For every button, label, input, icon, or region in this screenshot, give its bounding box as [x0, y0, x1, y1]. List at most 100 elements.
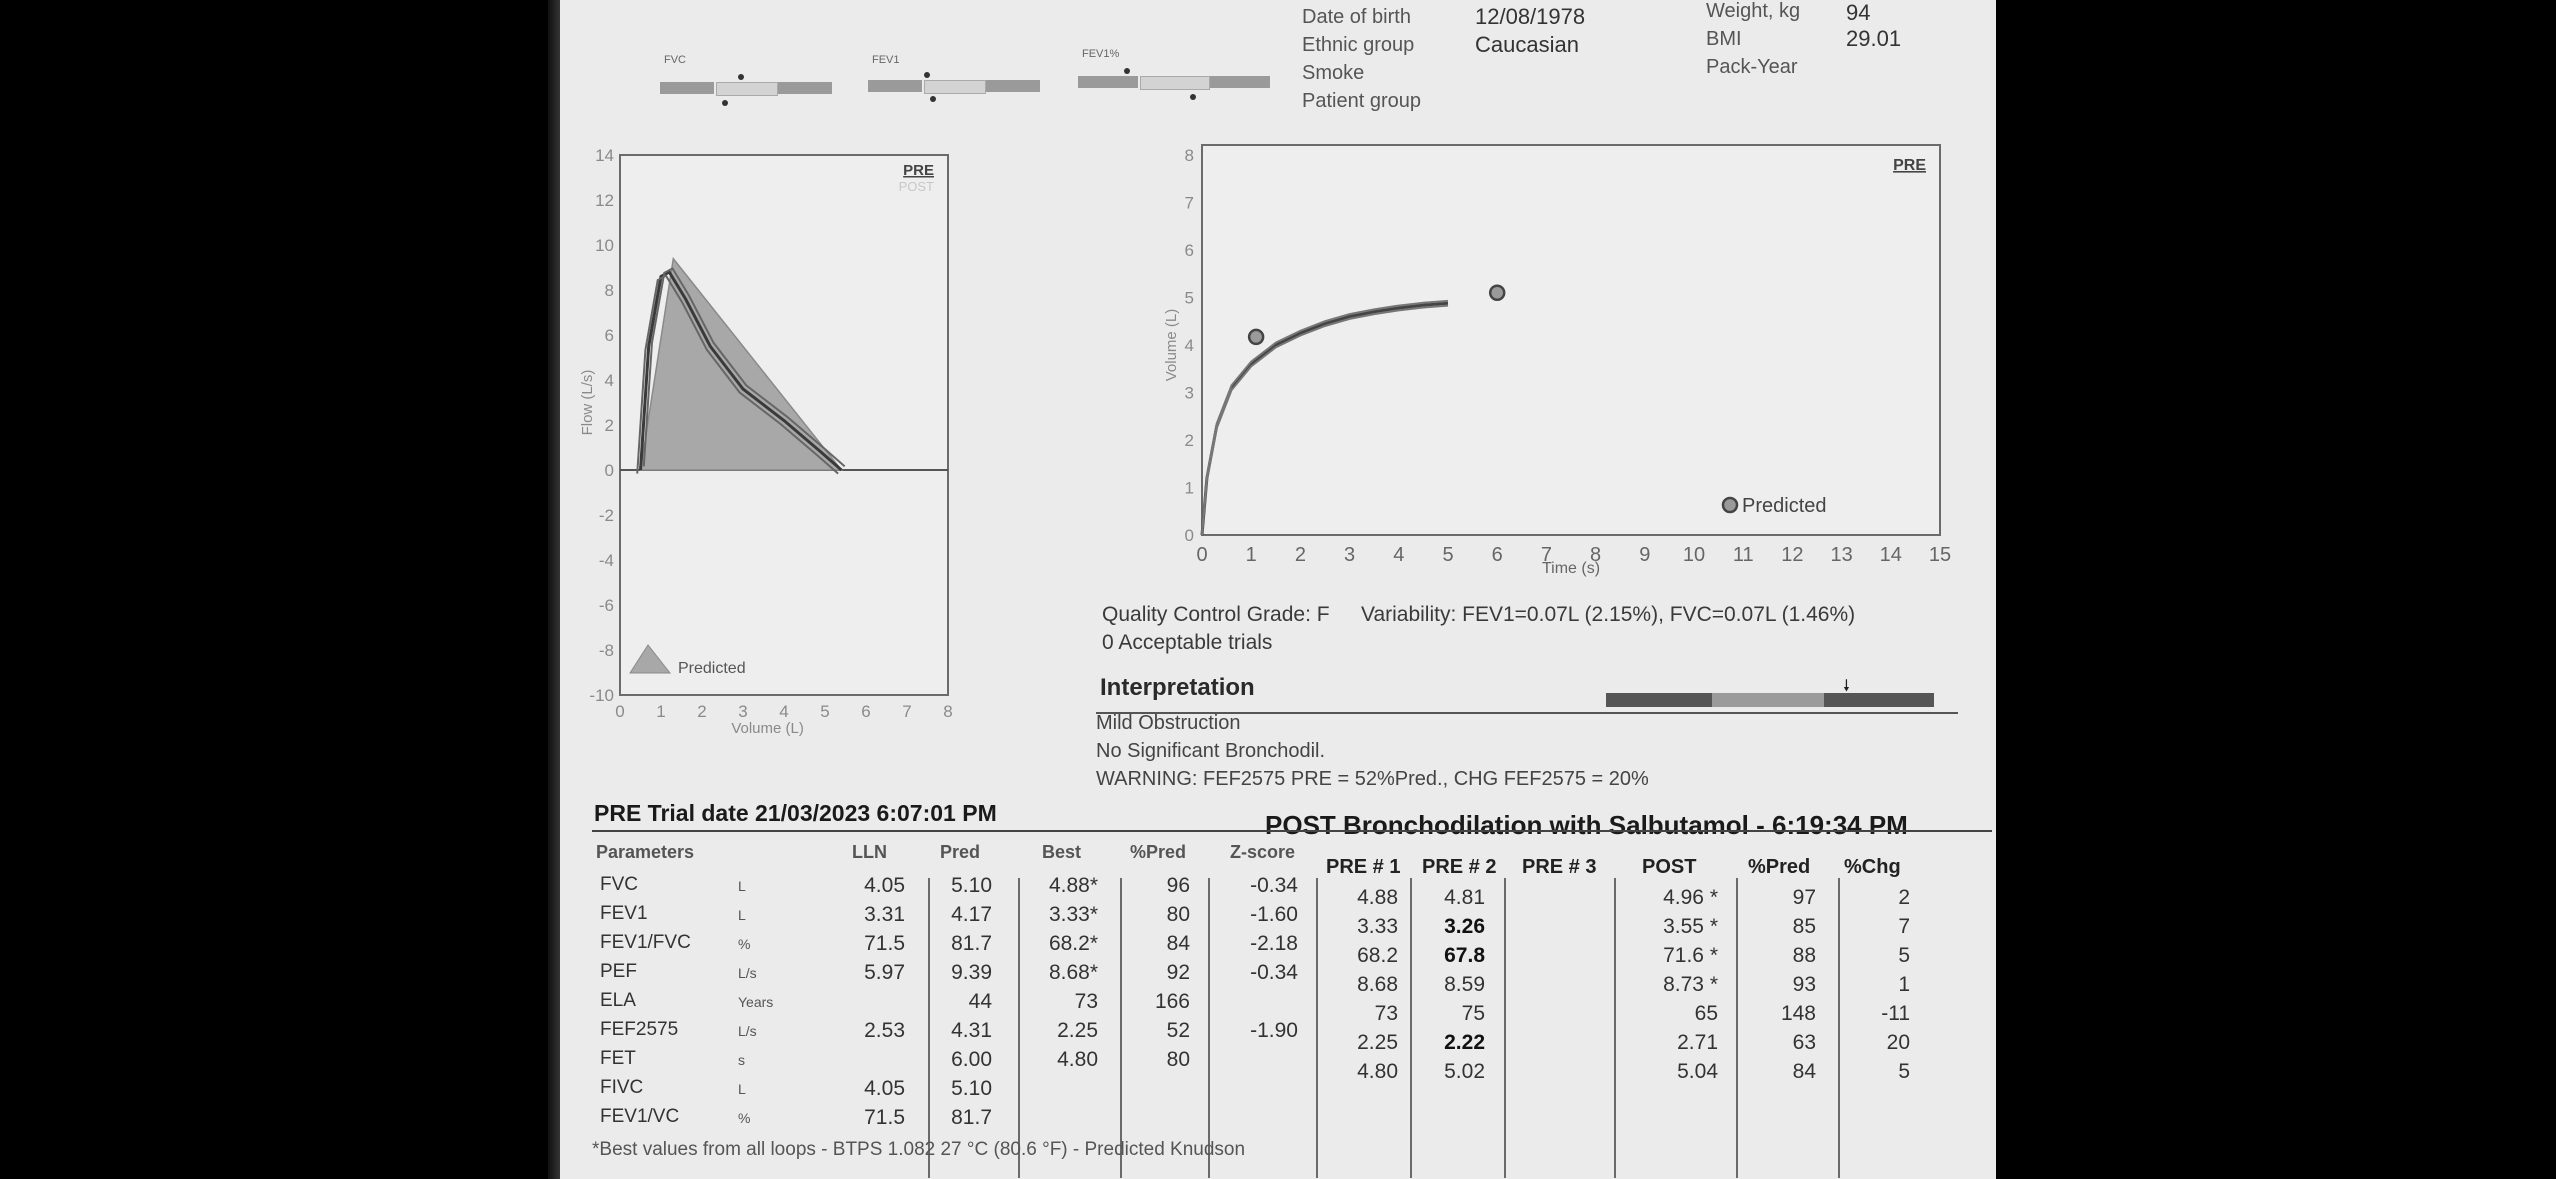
- indicator-segment: [868, 80, 922, 92]
- y-tick-label: 4: [605, 371, 614, 390]
- parameter-unit: %: [738, 936, 751, 952]
- column-header: %Chg: [1844, 856, 1901, 878]
- severity-bar-segment: [1606, 693, 1712, 707]
- variability: Variability: FEV1=0.07L (2.15%), FVC=0.0…: [1361, 603, 1856, 626]
- predicted-legend-label: Predicted: [678, 660, 746, 677]
- y-tick-label: 3: [1185, 384, 1194, 403]
- table-cell: 73: [1374, 1002, 1398, 1025]
- indicator-marker: [924, 72, 930, 78]
- table-cell: 8.59: [1444, 973, 1485, 996]
- post-tag: POST: [899, 179, 934, 194]
- table-cell: -1.60: [1250, 903, 1298, 926]
- indicator-segment: [924, 80, 986, 94]
- predicted-legend-icon: [629, 644, 672, 674]
- x-tick-label: 9: [1639, 544, 1650, 566]
- indicator-marker: [930, 96, 936, 102]
- table-cell: 5.97: [864, 961, 905, 984]
- results-table: Parameters LLN Pred Best %Pred Z-score PRE # 1…: [560, 836, 1996, 1178]
- parameter-unit: s: [738, 1052, 745, 1068]
- pack-year-label: Pack-Year: [1706, 56, 1798, 78]
- table-cell: 75: [1461, 1002, 1485, 1025]
- table-cell: 5: [1898, 944, 1910, 967]
- table-cell: 8.73 *: [1663, 973, 1718, 996]
- x-tick-label: 7: [1541, 544, 1552, 566]
- table-cell: 84: [1166, 932, 1190, 955]
- table-cell: 44: [968, 990, 992, 1013]
- table-cell: 20: [1886, 1031, 1910, 1054]
- table-cell: 52: [1166, 1019, 1190, 1042]
- parameter-unit: L: [738, 907, 746, 923]
- x-tick-label: 4: [1393, 544, 1404, 566]
- predicted-legend-label: Predicted: [1742, 495, 1827, 517]
- y-tick-label: 7: [1185, 194, 1194, 213]
- table-cell: 4.31: [951, 1019, 992, 1042]
- paper-edge: [548, 0, 562, 1179]
- y-tick-label: 8: [605, 281, 614, 300]
- dob-value: 12/08/1978: [1475, 4, 1586, 29]
- smoke-label: Smoke: [1302, 62, 1365, 84]
- table-cell: 80: [1166, 903, 1190, 926]
- interpretation-line: Mild Obstruction: [1096, 712, 1241, 734]
- table-cell: 166: [1154, 990, 1190, 1013]
- table-cell: 5.04: [1677, 1060, 1718, 1083]
- table-cell: 93: [1792, 973, 1816, 996]
- parameter-unit: L/s: [738, 1023, 757, 1039]
- table-cell: -11: [1881, 1002, 1910, 1025]
- table-cell: 148: [1780, 1002, 1816, 1025]
- column-header: PRE # 2: [1422, 856, 1497, 878]
- table-cell: 3.33: [1357, 915, 1398, 938]
- column-divider: [1208, 878, 1210, 1178]
- x-tick-label: 14: [1880, 544, 1902, 566]
- table-cell: 4.80: [1057, 1048, 1098, 1071]
- table-cell: 5: [1898, 1060, 1910, 1083]
- parameter-name: FVC: [600, 874, 638, 895]
- weight-label: Weight, kg: [1706, 0, 1801, 22]
- parameter-name: PEF: [600, 961, 637, 982]
- column-header: %Pred: [1130, 842, 1187, 862]
- indicator-marker: [1190, 94, 1196, 100]
- x-tick-label: 8: [943, 702, 952, 721]
- dob-label: Date of birth: [1302, 6, 1411, 28]
- column-header: Best: [1042, 842, 1082, 862]
- weight-value: 94: [1846, 0, 1871, 25]
- post-trial-header: POST Bronchodilation with Salbutamol - 6…: [1265, 810, 1908, 840]
- table-cell: 3.33*: [1048, 903, 1098, 926]
- indicator-marker: [1124, 68, 1130, 74]
- column-header: Pred: [940, 842, 981, 862]
- patient-group-label: Patient group: [1302, 90, 1421, 112]
- table-cell: 71.6 *: [1663, 944, 1718, 967]
- table-cell: 92: [1166, 961, 1190, 984]
- table-cell: 97: [1792, 886, 1816, 909]
- footnote: *Best values from all loops - BTPS 1.082…: [592, 1139, 1246, 1160]
- table-cell: 4.88: [1357, 886, 1398, 909]
- column-header: POST: [1642, 856, 1697, 878]
- x-tick-label: 6: [1492, 544, 1503, 566]
- table-cell: 3.31: [864, 903, 905, 926]
- parameter-unit: L: [738, 1081, 746, 1097]
- parameter-name: ELA: [600, 990, 636, 1011]
- y-tick-label: 0: [605, 461, 614, 480]
- bmi-value: 29.01: [1846, 26, 1902, 51]
- table-cell: -0.34: [1250, 874, 1298, 897]
- table-cell: -1.90: [1250, 1019, 1298, 1042]
- parameter-name: FEV1/VC: [600, 1106, 680, 1127]
- table-cell: 81.7: [951, 1106, 992, 1129]
- table-cell: 65: [1694, 1002, 1718, 1025]
- x-axis-title: Volume (L): [731, 720, 804, 737]
- table-cell: 1: [1898, 973, 1910, 996]
- header-rule: [592, 830, 1992, 832]
- parameter-unit: %: [738, 1110, 751, 1126]
- y-tick-label: -4: [599, 551, 614, 570]
- table-cell: 9.39: [951, 961, 992, 984]
- column-divider: [1410, 878, 1412, 1178]
- table-cell: 63: [1792, 1031, 1816, 1054]
- predicted-point: [1247, 328, 1265, 346]
- measured-flow-curve: [636, 274, 839, 475]
- column-divider: [1018, 878, 1020, 1178]
- table-cell: 4.96 *: [1663, 886, 1718, 909]
- x-tick-label: 13: [1830, 544, 1852, 566]
- table-cell: 96: [1166, 874, 1190, 897]
- measured-flow-curve: [642, 267, 846, 468]
- indicator-marker: [738, 74, 744, 80]
